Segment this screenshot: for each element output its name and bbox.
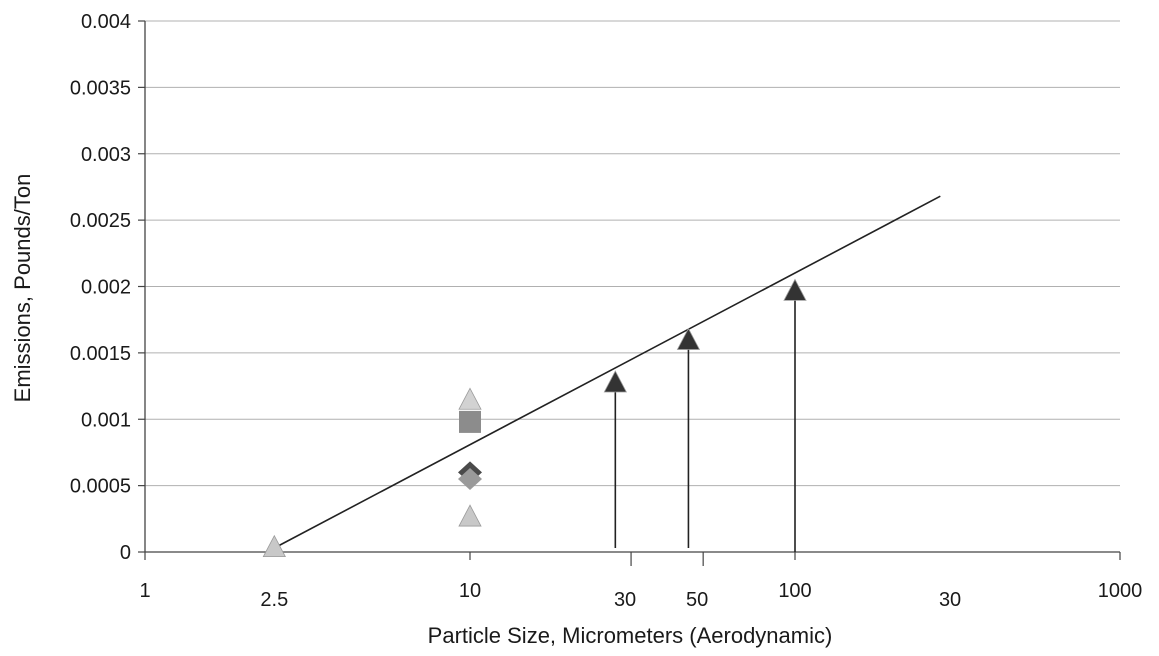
axes bbox=[138, 20, 1121, 566]
diamond-marker bbox=[458, 467, 482, 490]
x-extra-label: 30 bbox=[614, 589, 636, 611]
y-tick-label: 0.0005 bbox=[70, 476, 131, 498]
data-points bbox=[262, 278, 807, 557]
y-tick-label: 0.003 bbox=[81, 144, 131, 166]
arrows-group bbox=[614, 296, 796, 552]
x-extra-label: 30 bbox=[939, 589, 961, 611]
y-tick-label: 0.001 bbox=[81, 409, 131, 431]
x-tick-label: 1 bbox=[139, 580, 150, 602]
y-tick-label: 0.0035 bbox=[70, 77, 131, 99]
triangle-marker bbox=[603, 370, 627, 393]
y-axis-label: Emissions, Pounds/Ton bbox=[10, 174, 35, 403]
x-extra-label: 50 bbox=[686, 589, 708, 611]
x-axis-label: Particle Size, Micrometers (Aerodynamic) bbox=[428, 623, 833, 648]
triangle-marker bbox=[676, 327, 701, 350]
triangle-marker bbox=[458, 387, 482, 410]
x-tick-label: 10 bbox=[459, 580, 481, 602]
tick-labels: 0 0.0005 0.001 0.0015 0.002 0.0025 0.003 0.0035… bbox=[70, 11, 1142, 611]
square-marker bbox=[459, 410, 481, 433]
gridlines bbox=[145, 20, 1120, 487]
triangle-marker bbox=[783, 278, 807, 301]
y-tick-label: 0.0015 bbox=[70, 343, 131, 365]
x-extra-label: 2.5 bbox=[260, 589, 288, 611]
triangle-marker bbox=[262, 534, 286, 557]
y-tick-label: 0.0025 bbox=[70, 210, 131, 232]
x-tick-label: 100 bbox=[778, 580, 811, 602]
y-tick-label: 0.004 bbox=[81, 11, 131, 33]
y-tick-label: 0.002 bbox=[81, 277, 131, 299]
trendline bbox=[273, 195, 941, 549]
triangle-marker bbox=[458, 504, 482, 527]
x-tick-label: 1000 bbox=[1098, 580, 1143, 602]
trendline-group bbox=[273, 195, 941, 549]
y-tick-label: 0 bbox=[120, 542, 131, 564]
